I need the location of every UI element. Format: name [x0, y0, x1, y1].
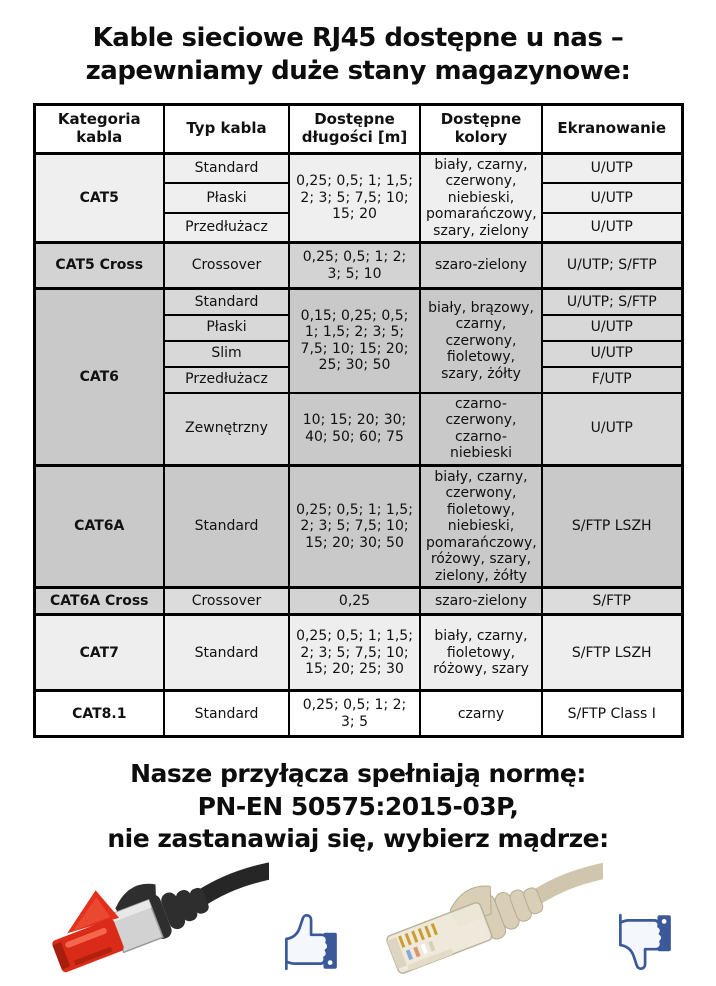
table-row: Płaski U/UTP [34, 313, 683, 342]
unshielded-cable-photo [386, 862, 603, 974]
shielding-cell: S/FTP Class I [541, 689, 683, 738]
column-header-lengths: Dostępne długości [m] [288, 103, 421, 155]
norm-note-line3: nie zastanawiaj się, wybierz mądrze: [107, 824, 609, 854]
colors-cell: biały, czarny, czerwony, fioletowy, nieb… [419, 464, 543, 589]
shielding-cell: U/UTP [541, 313, 683, 342]
table-section-cat6: CAT6 Standard 0,15; 0,25; 0,5; 1; 1,5; 2… [33, 287, 683, 467]
cable-type-cell: Slim [163, 339, 290, 368]
cable-type-cell: Płaski [163, 313, 290, 342]
cable-type-cell: Zewnętrzny [163, 391, 290, 467]
table-row: Przedłużacz F/UTP [34, 365, 683, 394]
shielding-cell: U/UTP [541, 339, 683, 368]
table-row: CAT6 Standard 0,15; 0,25; 0,5; 1; 1,5; 2… [33, 287, 683, 467]
table-row: Slim U/UTP [34, 339, 683, 368]
lengths-cell: 0,25; 0,5; 1; 2; 3; 5; 10 [288, 241, 421, 290]
shielding-cell: U/UTP [541, 211, 683, 244]
shielding-cell: U/UTP; S/FTP [541, 241, 683, 290]
table-header: Kategoria kabla Typ kabla Dostępne długo… [33, 103, 683, 155]
category-cell: CAT6A Cross [33, 586, 165, 616]
lengths-cell: 0,25; 0,5; 1; 1,5; 2; 3; 5; 7,5; 10; 15;… [288, 464, 421, 589]
norm-number: PN-EN 50575:2015-03P, [197, 791, 519, 821]
table-section-cat7: CAT7 Standard 0,25; 0,5; 1; 1,5; 2; 3; 5… [33, 613, 683, 692]
shielding-cell: S/FTP LSZH [541, 613, 683, 692]
table-row: CAT5 Standard 0,25; 0,5; 1; 1,5; 2; 3; 5… [33, 152, 683, 244]
table-row: CAT5 Cross Crossover 0,25; 0,5; 1; 2; 3;… [33, 241, 683, 290]
category-cell: CAT5 Cross [33, 241, 165, 290]
lengths-cell: 0,25; 0,5; 1; 2; 3; 5 [288, 689, 421, 738]
cable-type-cell: Standard [163, 689, 290, 738]
cable-table: Kategoria kabla Typ kabla Dostępne długo… [32, 102, 684, 739]
cable-type-cell: Płaski [163, 181, 290, 214]
colors-cell: czarny [419, 689, 543, 738]
table-row: CAT7 Standard 0,25; 0,5; 1; 1,5; 2; 3; 5… [33, 613, 683, 692]
cable-type-cell: Standard [163, 464, 290, 589]
table-row: Zewnętrzny 10; 15; 20; 30; 40; 50; 60; 7… [34, 391, 683, 467]
norm-note: Nasze przyłącza spełniają normę: PN-EN 5… [10, 758, 706, 856]
shielding-cell: S/FTP LSZH [541, 464, 683, 589]
thumbs-up-icon [285, 913, 337, 970]
lengths-cell: 0,25; 0,5; 1; 1,5; 2; 3; 5; 7,5; 10; 15;… [288, 613, 421, 692]
shielded-cable-photo [52, 862, 269, 972]
lengths-cell: 0,15; 0,25; 0,5; 1; 1,5; 2; 3; 5; 7,5; 1… [288, 287, 421, 394]
table-section-cat8-1: CAT8.1 Standard 0,25; 0,5; 1; 2; 3; 5 cz… [33, 689, 683, 738]
column-header-shielding: Ekranowanie [541, 103, 683, 155]
page-title-line1: Kable sieciowe RJ45 dostępne u nas – [92, 23, 624, 53]
table-row: CAT6A Cross Crossover 0,25 szaro-zielony… [33, 586, 683, 616]
page-title: Kable sieciowe RJ45 dostępne u nas – zap… [10, 22, 706, 89]
colors-cell: czarno-czerwony, czarno-niebieski [419, 391, 543, 467]
column-header-colors: Dostępne kolory [419, 103, 543, 155]
good-cable-group [37, 860, 345, 986]
shielding-cell: U/UTP; S/FTP [541, 287, 683, 316]
table-header-row: Kategoria kabla Typ kabla Dostępne długo… [33, 103, 683, 155]
colors-cell: biały, brązowy, czarny, czerwony, fiolet… [419, 287, 543, 394]
table-section-cat6a-cross: CAT6A Cross Crossover 0,25 szaro-zielony… [33, 586, 683, 616]
comparison-images [0, 860, 716, 986]
lengths-cell: 10; 15; 20; 30; 40; 50; 60; 75 [288, 391, 421, 467]
shielding-cell: S/FTP [541, 586, 683, 616]
table-section-cat5-cross: CAT5 Cross Crossover 0,25; 0,5; 1; 2; 3;… [33, 241, 683, 290]
thumbs-down-icon [619, 913, 671, 970]
category-cell: CAT6 [33, 287, 165, 467]
column-header-category: Kategoria kabla [33, 103, 165, 155]
cable-type-cell: Przedłużacz [163, 211, 290, 244]
cable-type-cell: Crossover [163, 586, 290, 616]
category-cell: CAT7 [33, 613, 165, 692]
bad-cable-group [371, 860, 679, 986]
table-section-cat5: CAT5 Standard 0,25; 0,5; 1; 1,5; 2; 3; 5… [33, 152, 683, 244]
table-row: Przedłużacz U/UTP [34, 211, 683, 244]
table-section-cat6a: CAT6A Standard 0,25; 0,5; 1; 1,5; 2; 3; … [33, 464, 683, 589]
category-cell: CAT5 [33, 152, 165, 244]
cable-type-cell: Standard [163, 613, 290, 692]
norm-note-line1: Nasze przyłącza spełniają normę: [130, 759, 586, 789]
table-row: CAT8.1 Standard 0,25; 0,5; 1; 2; 3; 5 cz… [33, 689, 683, 738]
cable-type-cell: Standard [163, 152, 290, 184]
category-cell: CAT6A [33, 464, 165, 589]
colors-cell: szaro-zielony [419, 241, 543, 290]
colors-cell: biały, czarny, fioletowy, różowy, szary [419, 613, 543, 692]
category-cell: CAT8.1 [33, 689, 165, 738]
lengths-cell: 0,25 [288, 586, 421, 616]
shielding-cell: U/UTP [541, 181, 683, 214]
lengths-cell: 0,25; 0,5; 1; 1,5; 2; 3; 5; 7,5; 10; 15;… [288, 152, 421, 244]
shielding-cell: F/UTP [541, 365, 683, 394]
cable-type-cell: Przedłużacz [163, 365, 290, 394]
colors-cell: szaro-zielony [419, 586, 543, 616]
cable-type-cell: Standard [163, 287, 290, 316]
shielding-cell: U/UTP [541, 152, 683, 184]
table-row: Płaski U/UTP [34, 181, 683, 214]
colors-cell: biały, czarny, czerwony, niebieski, poma… [419, 152, 543, 244]
page-title-line2: zapewniamy duże stany magazynowe: [85, 56, 631, 87]
column-header-type: Typ kabla [163, 103, 290, 155]
shielding-cell: U/UTP [541, 391, 683, 467]
table-row: CAT6A Standard 0,25; 0,5; 1; 1,5; 2; 3; … [33, 464, 683, 589]
cable-type-cell: Crossover [163, 241, 290, 290]
